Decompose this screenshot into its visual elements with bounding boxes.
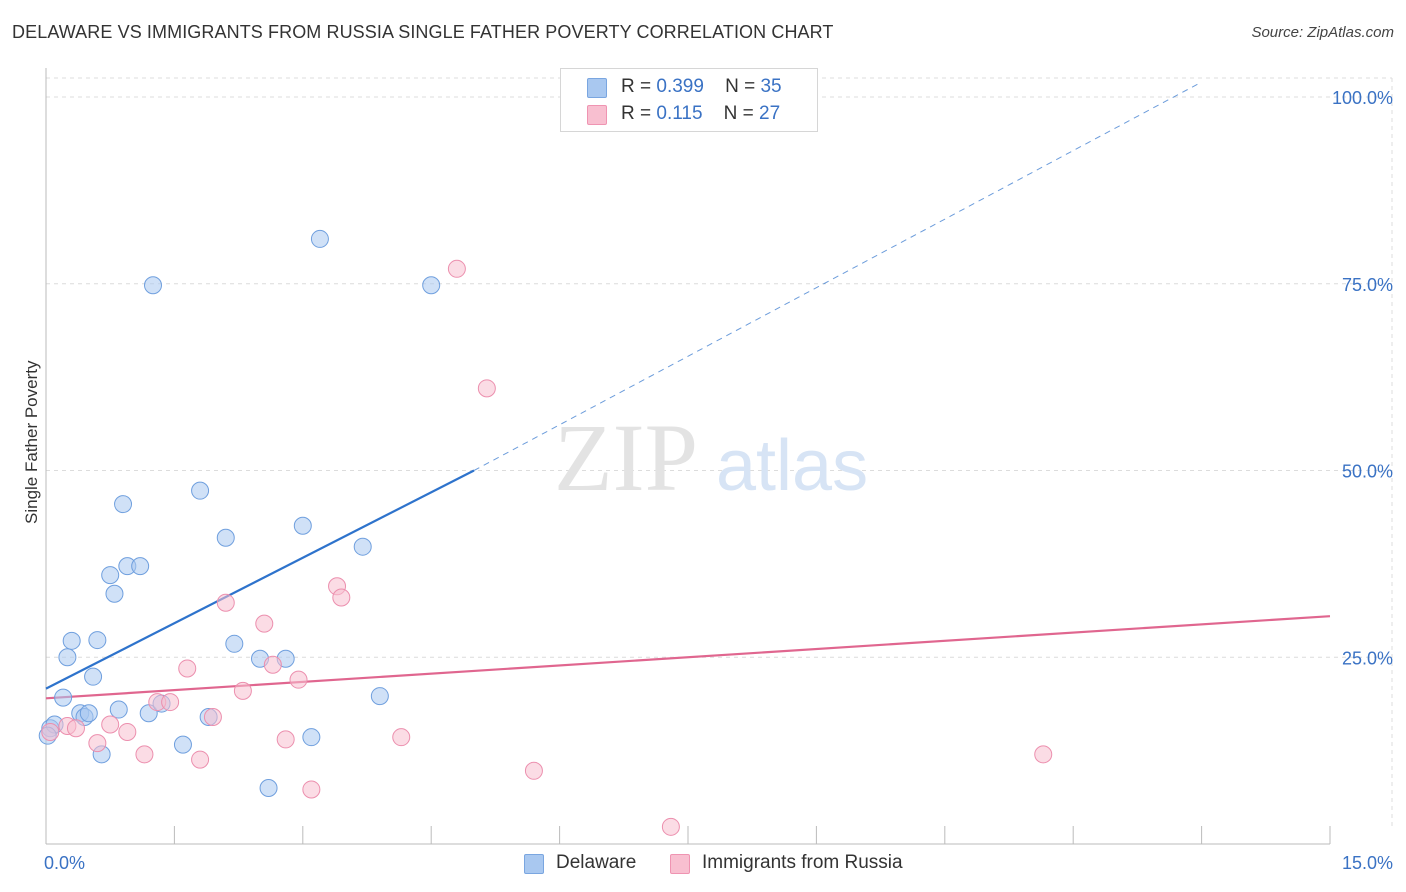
point-0-14 [114, 495, 133, 514]
point-1-5 [118, 722, 137, 741]
point-1-3 [88, 734, 107, 753]
point-0-4 [62, 631, 81, 650]
legend-swatch-russia [587, 105, 607, 125]
point-0-12 [105, 584, 124, 603]
y-axis-label: Single Father Poverty [22, 360, 41, 524]
trend-line-dashed-0 [473, 81, 1202, 471]
point-0-11 [101, 566, 120, 585]
y-tick-label-1: 50.0% [1342, 462, 1393, 482]
y-tick-label-0: 25.0% [1342, 648, 1393, 668]
point-0-31 [353, 537, 372, 556]
watermark-atlas: atlas [716, 426, 868, 506]
point-1-15 [263, 655, 282, 674]
point-0-18 [144, 276, 162, 295]
point-1-24 [524, 761, 543, 780]
correlation-legend: R = 0.399 N = 35 R = 0.115 N = 27 [560, 68, 818, 132]
point-1-0 [41, 722, 60, 741]
legend-r-value: 0.115 [656, 103, 703, 124]
point-0-20 [173, 735, 192, 754]
point-1-25 [661, 817, 680, 836]
point-0-7 [79, 704, 98, 723]
tick-labels: 25.0% 50.0% 75.0% 100.0% 0.0% 15.0% [44, 88, 1393, 873]
point-1-11 [203, 708, 222, 727]
legend-swatch-delaware [587, 78, 607, 98]
legend-n-label: N = [723, 103, 754, 124]
point-1-22 [447, 259, 466, 278]
watermark-zip: ZIP [554, 404, 698, 511]
point-1-10 [191, 750, 210, 769]
y-tick-label-3: 100.0% [1332, 88, 1393, 108]
legend-n-label: N = [725, 76, 756, 97]
x-tick-label-1: 15.0% [1342, 853, 1393, 873]
bottom-legend-swatch-russia [670, 854, 690, 874]
point-1-12 [216, 593, 235, 612]
bottom-legend-label-delaware: Delaware [556, 852, 637, 873]
point-0-13 [109, 700, 128, 719]
legend-r-label: R = [621, 76, 652, 97]
legend-r-value: 0.399 [656, 76, 704, 97]
point-0-23 [216, 528, 235, 547]
point-1-26 [1034, 745, 1053, 764]
source-label: Source: ZipAtlas.com [1251, 24, 1394, 41]
point-0-30 [310, 229, 329, 248]
point-1-23 [477, 379, 496, 398]
data-points [38, 229, 1053, 836]
trend-line-1 [45, 615, 1331, 700]
point-0-24 [225, 634, 244, 653]
point-1-21 [392, 728, 411, 747]
point-0-29 [302, 728, 321, 747]
trend-line-0 [45, 469, 475, 690]
trend-lines [45, 81, 1331, 700]
point-1-16 [276, 730, 295, 749]
point-1-17 [289, 670, 308, 689]
point-1-18 [302, 780, 321, 799]
point-1-6 [135, 745, 154, 764]
point-1-9 [178, 659, 197, 678]
point-0-2 [54, 688, 73, 707]
point-0-16 [131, 557, 150, 576]
point-0-3 [58, 648, 77, 667]
legend-n-value: 27 [759, 103, 781, 124]
point-0-8 [84, 667, 103, 686]
chart-title: DELAWARE VS IMMIGRANTS FROM RUSSIA SINGL… [12, 22, 834, 42]
axes [45, 68, 1331, 845]
point-1-4 [101, 715, 120, 734]
bottom-legend-label-russia: Immigrants from Russia [702, 852, 903, 873]
point-0-9 [88, 631, 107, 650]
point-1-14 [255, 614, 274, 633]
bottom-legend-swatch-delaware [524, 854, 544, 874]
legend-n-value: 35 [760, 76, 782, 97]
legend-r-label: R = [621, 103, 652, 124]
x-tick-label-0: 0.0% [44, 853, 85, 873]
point-0-33 [422, 276, 441, 295]
y-tick-label-2: 75.0% [1342, 275, 1393, 295]
point-0-21 [191, 481, 210, 500]
point-1-8 [161, 693, 180, 712]
point-0-28 [293, 516, 312, 535]
point-0-26 [259, 778, 278, 797]
point-1-2 [66, 719, 85, 738]
point-1-13 [233, 681, 252, 700]
watermark: ZIP atlas [554, 404, 868, 511]
point-1-20 [332, 588, 351, 607]
point-0-32 [370, 687, 389, 706]
